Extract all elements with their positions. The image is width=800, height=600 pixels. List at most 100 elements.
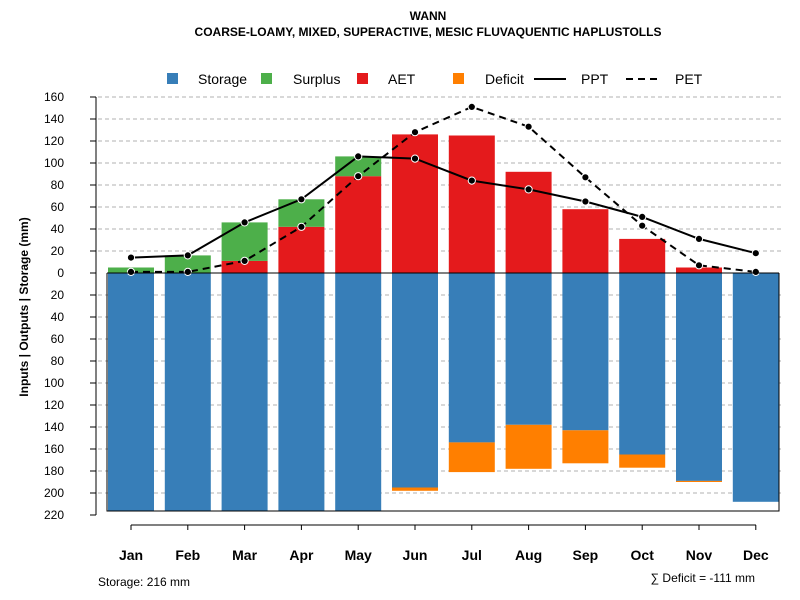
storage-capacity-outline: [106, 273, 780, 512]
aet-bar: [278, 226, 325, 273]
ppt-point: [354, 152, 363, 161]
aet-bar: [448, 135, 495, 273]
storage-legend-label: Storage: [198, 71, 247, 87]
storage-bar: [221, 273, 268, 511]
storage-bar: [278, 273, 325, 511]
deficit-bar: [562, 430, 609, 464]
storage-bar: [108, 273, 154, 511]
x-tick-label: Dec: [743, 547, 769, 563]
surplus-legend-swatch: [261, 73, 272, 84]
x-tick-label: May: [345, 547, 372, 563]
y-tick-label: 140: [44, 420, 64, 434]
y-tick-label: 40: [51, 222, 65, 236]
deficit-bar: [676, 480, 722, 482]
ppt-point: [297, 195, 306, 204]
ppt-point: [410, 154, 420, 163]
ppt-point: [694, 234, 704, 243]
pet-line: [131, 105, 756, 273]
y-tick-label: 180: [44, 464, 64, 478]
ppt-legend-label: PPT: [581, 71, 609, 87]
aet-legend-swatch: [357, 73, 368, 84]
x-tick-label: Jul: [462, 547, 482, 563]
aet-bar: [562, 209, 609, 273]
surplus-bar: [164, 255, 211, 273]
x-tick-label: Jan: [119, 547, 143, 563]
ppt-point: [524, 185, 533, 194]
storage-bar: [392, 273, 438, 488]
y-tick-label: 140: [44, 112, 64, 126]
y-tick-label: 160: [44, 90, 64, 104]
axes: 1601401201008060402002040608010012014016…: [44, 90, 780, 563]
bars: [108, 134, 779, 511]
surplus-bar: [221, 222, 268, 261]
storage-bar: [732, 273, 779, 502]
storage-bar: [164, 273, 211, 511]
x-tick-label: Mar: [232, 547, 257, 563]
deficit-bar: [448, 442, 495, 473]
x-tick-label: Aug: [515, 547, 542, 563]
aet-bar: [619, 238, 666, 273]
deficit-bar: [392, 487, 438, 491]
y-tick-label: 200: [44, 486, 64, 500]
x-tick-label: Oct: [631, 547, 655, 563]
surplus-bar: [335, 156, 382, 177]
pet-point: [183, 267, 192, 276]
storage-bar: [505, 273, 552, 425]
y-tick-label: 60: [51, 332, 65, 346]
y-tick-label: 160: [44, 442, 64, 456]
storage-bar: [619, 273, 666, 455]
storage-bar: [562, 273, 609, 431]
y-tick-label: 20: [51, 244, 65, 258]
legend: Storage Surplus AET Deficit PPT PET: [167, 71, 703, 87]
x-tick-label: Apr: [289, 547, 314, 563]
series-lines: [126, 102, 760, 276]
y-tick-label: 40: [51, 310, 65, 324]
x-tick-label: Nov: [686, 547, 713, 563]
pet-point: [581, 173, 590, 182]
pet-point: [354, 172, 363, 181]
pet-legend-label: PET: [675, 71, 703, 87]
y-tick-label: 220: [44, 508, 64, 522]
y-tick-label: 80: [51, 178, 65, 192]
ppt-line: [130, 155, 757, 259]
storage-bar: [335, 273, 382, 511]
pet-point: [638, 221, 647, 230]
storage-note: Storage: 216 mm: [98, 575, 190, 589]
deficit-note: ∑ Deficit = -111 mm: [651, 571, 755, 585]
surplus-legend-label: Surplus: [293, 71, 340, 87]
pet-point: [240, 256, 249, 265]
ppt-point: [126, 253, 136, 262]
y-tick-label: 20: [51, 288, 65, 302]
storage-legend-swatch: [167, 73, 178, 84]
surplus-bar: [278, 199, 325, 227]
deficit-legend-label: Deficit: [485, 71, 524, 87]
x-tick-label: Jun: [403, 547, 428, 563]
aet-bar: [676, 267, 722, 273]
y-axis-label: Inputs | Outputs | Storage (mm): [17, 217, 31, 396]
pet-point: [126, 267, 136, 276]
ppt-point: [751, 249, 760, 258]
aet-bar: [335, 176, 382, 273]
chart-title: WANN: [410, 9, 447, 23]
ppt-point: [581, 197, 590, 206]
y-tick-label: 60: [51, 200, 65, 214]
storage-bar: [448, 273, 495, 443]
grid-lines: [98, 96, 782, 494]
y-tick-label: 120: [44, 398, 64, 412]
pet-point: [751, 267, 760, 276]
ppt-point: [183, 251, 192, 260]
pet-point: [297, 222, 306, 231]
pet-point: [410, 128, 420, 137]
deficit-bar: [505, 424, 552, 469]
pet-point: [694, 261, 704, 270]
aet-legend-label: AET: [388, 71, 416, 87]
y-tick-label: 100: [44, 156, 64, 170]
pet-point: [467, 102, 476, 112]
ppt-point: [240, 218, 249, 227]
ppt-point: [467, 176, 476, 185]
y-tick-label: 120: [44, 134, 64, 148]
ppt-point: [638, 212, 647, 221]
y-tick-label: 100: [44, 376, 64, 390]
storage-bar: [676, 273, 722, 481]
y-tick-label: 0: [57, 266, 64, 280]
